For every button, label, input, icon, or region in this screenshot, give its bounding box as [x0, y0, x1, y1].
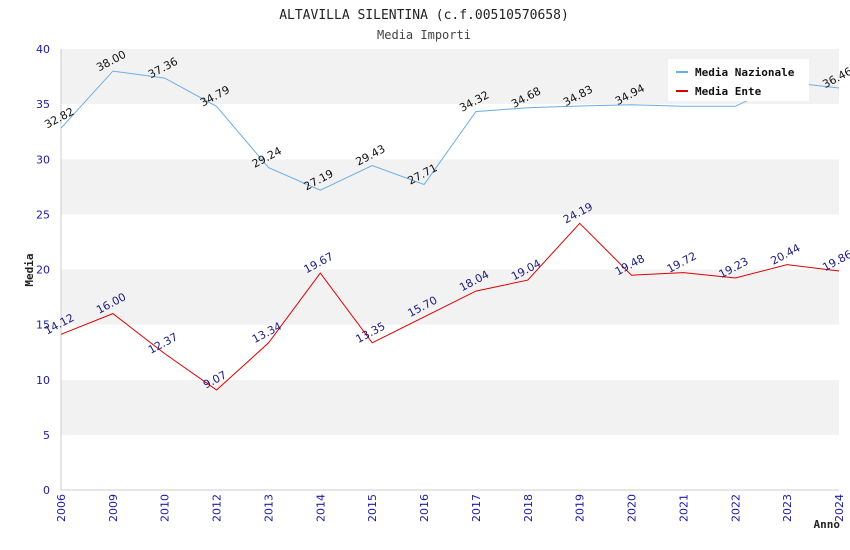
grid-band: [61, 104, 839, 160]
chart-title: ALTAVILLA SILENTINA (c.f.00510570658): [279, 8, 569, 23]
y-tick-label: 25: [36, 208, 50, 221]
y-tick-label: 35: [36, 98, 50, 111]
x-tick-label: 2016: [418, 494, 431, 522]
series-lines: [60, 70, 840, 391]
legend-entry: Media Nazionale: [695, 66, 795, 79]
x-tick-label: 2019: [574, 494, 587, 522]
grid-band: [61, 324, 839, 380]
x-tick-label: 2015: [366, 494, 379, 522]
x-tick-label: 2013: [262, 494, 275, 522]
y-tick-label: 30: [36, 153, 50, 166]
grid-band: [61, 434, 839, 490]
series-line-media-nazionale: [60, 70, 840, 191]
x-tick-label: 2021: [677, 494, 690, 522]
grid-band: [61, 379, 839, 435]
y-axis-ticks: 0 5 10 15 20 25 30 35 40: [36, 43, 50, 497]
x-tick-label: 2012: [211, 494, 224, 522]
y-tick-label: 10: [36, 374, 50, 387]
x-axis-ticks: 2006 2009 2010 2012 2013 2014 2015 2016 2017 2018…: [55, 494, 846, 522]
x-tick-label: 2022: [729, 494, 742, 522]
y-tick-label: 20: [36, 264, 50, 277]
legend: Media Nazionale Media Ente: [668, 59, 809, 101]
x-tick-label: 2014: [314, 494, 327, 522]
grid-band: [61, 269, 839, 325]
grid-band: [61, 159, 839, 215]
chart-subtitle: Media Importi: [377, 28, 471, 42]
y-axis-label: Media: [23, 253, 36, 286]
legend-box: [668, 59, 809, 101]
grid-bands: [60, 49, 839, 491]
x-tick-label: 2024: [833, 494, 846, 522]
x-tick-label: 2017: [470, 494, 483, 522]
x-tick-label: 2010: [159, 494, 172, 522]
y-tick-label: 40: [36, 43, 50, 56]
x-tick-label: 2006: [55, 494, 68, 522]
x-tick-label: 2023: [781, 494, 794, 522]
x-axis-label: Anno: [814, 518, 841, 531]
x-tick-label: 2009: [107, 494, 120, 522]
x-tick-label: 2020: [626, 494, 639, 522]
y-tick-label: 0: [43, 484, 50, 497]
legend-entry: Media Ente: [695, 85, 762, 98]
grid-band: [61, 214, 839, 270]
y-tick-label: 15: [36, 319, 50, 332]
x-tick-label: 2018: [522, 494, 535, 522]
series-line-media-ente: [60, 222, 840, 391]
y-tick-label: 5: [43, 429, 50, 442]
